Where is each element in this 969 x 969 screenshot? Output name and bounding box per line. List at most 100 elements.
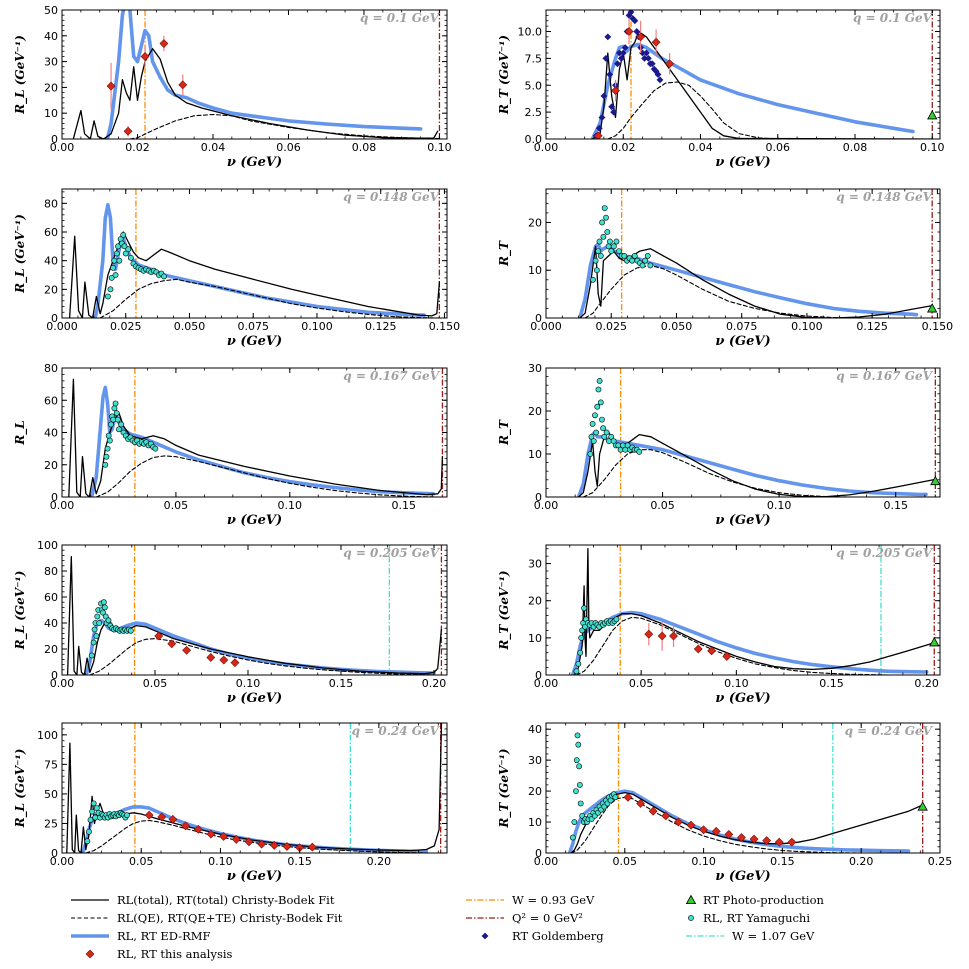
this-analysis-point bbox=[168, 814, 178, 824]
yamaguchi-point bbox=[92, 814, 99, 821]
this-analysis-point bbox=[736, 833, 746, 842]
yamaguchi-point bbox=[596, 238, 603, 245]
total-series-line bbox=[577, 431, 936, 497]
yamaguchi-point bbox=[581, 605, 587, 612]
x-tick-label: 0.000 bbox=[46, 320, 78, 333]
y-tick-label: 20 bbox=[528, 595, 542, 608]
this-analysis-point bbox=[669, 631, 678, 641]
yamaguchi-point bbox=[87, 817, 94, 823]
this-analysis-point bbox=[636, 32, 646, 42]
y-tick-label: 0 bbox=[51, 491, 58, 504]
x-tick-label: 0.06 bbox=[766, 141, 791, 154]
yamaguchi-point bbox=[101, 604, 108, 611]
this-analysis-point bbox=[106, 81, 116, 91]
yamaguchi-point bbox=[603, 429, 610, 436]
y-tick-label: 7.5 bbox=[525, 52, 543, 65]
yamaguchi-point bbox=[613, 616, 620, 623]
panel-1-rt: 0.00 0.02 0.04 0.06 0.08 0.10 0.0 2.5 5.0 7.5 10.0… bbox=[497, 9, 945, 170]
y-tick-label: 40 bbox=[44, 617, 58, 630]
x-axis-label: ν (GeV) bbox=[715, 513, 770, 528]
this-analysis-point bbox=[673, 817, 683, 827]
goldemberg-point bbox=[643, 49, 650, 57]
plot-area bbox=[567, 723, 928, 853]
y-tick-label: 60 bbox=[44, 394, 58, 407]
total-series-line bbox=[68, 231, 441, 318]
x-tick-label: 0.10 bbox=[236, 677, 261, 690]
x-tick-label: 0.000 bbox=[530, 320, 562, 333]
x-tick-label: 0.15 bbox=[883, 499, 908, 512]
x-tick-label: 0.15 bbox=[329, 677, 354, 690]
total-series-line bbox=[573, 548, 935, 675]
panel-3-rt: 0.000 0.025 0.050 0.075 0.100 0.125 0.150 0 10 20… bbox=[497, 188, 954, 349]
yamaguchi-point bbox=[103, 453, 110, 460]
y-tick-label: 80 bbox=[44, 362, 58, 375]
yamaguchi-point bbox=[597, 252, 604, 259]
panel-7-rt: 0.00 0.05 0.10 0.15 0.20 0 10 20 30 q = 0.205 GeV… bbox=[497, 544, 941, 706]
this-analysis-point bbox=[282, 842, 292, 851]
legend: RL(total), RT(total) Christy-Bodek Fit RL… bbox=[71, 893, 824, 961]
yamaguchi-point bbox=[599, 416, 605, 423]
this-analysis-point bbox=[693, 644, 703, 654]
yamaguchi-point bbox=[86, 828, 92, 835]
this-analysis-point bbox=[749, 834, 759, 844]
x-tick-label: 0.00 bbox=[534, 677, 559, 690]
y-tick-label: 10 bbox=[528, 632, 542, 645]
x-tick-label: 0.050 bbox=[174, 320, 206, 333]
qe-series-line bbox=[99, 278, 440, 318]
photo-production-point bbox=[927, 110, 938, 120]
edrmf-series-line bbox=[590, 42, 915, 139]
legend-item-qe: RL(QE), RT(QE+TE) Christy-Bodek Fit bbox=[71, 911, 343, 925]
plot-area bbox=[66, 545, 443, 675]
y-tick-label: 2.5 bbox=[525, 106, 543, 119]
q-label: q = 0.1 GeV bbox=[853, 11, 934, 25]
x-tick-label: 0.20 bbox=[914, 677, 939, 690]
x-tick-label: 0.100 bbox=[791, 320, 823, 333]
this-analysis-point bbox=[651, 37, 661, 47]
y-tick-label: 30 bbox=[528, 558, 542, 571]
legend-label: RL(total), RT(total) Christy-Bodek Fit bbox=[117, 893, 335, 907]
x-axis-label: ν (GeV) bbox=[715, 155, 770, 170]
axes-frame bbox=[61, 367, 448, 498]
yamaguchi-point bbox=[574, 732, 581, 739]
yamaguchi-point bbox=[124, 812, 130, 819]
x-tick-label: 0.15 bbox=[819, 677, 844, 690]
yamaguchi-point bbox=[597, 399, 604, 406]
yamaguchi-point bbox=[621, 252, 628, 259]
y-tick-label: 0 bbox=[51, 847, 58, 860]
x-tick-label: 0.15 bbox=[287, 855, 312, 868]
legend-item-w093: W = 0.93 GeV bbox=[466, 893, 595, 907]
yamaguchi-point bbox=[590, 438, 597, 444]
yamaguchi-point bbox=[112, 272, 119, 278]
yamaguchi-point bbox=[108, 421, 114, 428]
y-tick-label: 25 bbox=[44, 817, 58, 830]
x-tick-label: 0.00 bbox=[534, 855, 559, 868]
goldemberg-point bbox=[595, 124, 603, 132]
legend-handle bbox=[85, 949, 95, 959]
yamaguchi-point bbox=[603, 214, 609, 221]
panel-6-rl: 0.00 0.05 0.10 0.15 0.20 0 20 40 60 80 100 q = 0.20… bbox=[13, 539, 448, 706]
yamaguchi-point bbox=[599, 219, 605, 226]
qe-series-line bbox=[570, 796, 862, 853]
edrmf-series-line bbox=[567, 789, 911, 853]
yamaguchi-point bbox=[592, 257, 599, 264]
edrmf-series-line bbox=[570, 610, 929, 675]
yamaguchi-point bbox=[104, 445, 111, 452]
yamaguchi-point bbox=[90, 639, 97, 646]
yamaguchi-point bbox=[93, 633, 100, 639]
this-analysis-point bbox=[623, 792, 633, 802]
plot-area bbox=[68, 189, 441, 318]
x-axis-label: ν (GeV) bbox=[715, 691, 770, 706]
yamaguchi-point bbox=[593, 429, 600, 436]
yamaguchi-point bbox=[116, 257, 123, 264]
yamaguchi-point bbox=[573, 788, 579, 794]
x-axis-label: ν (GeV) bbox=[227, 513, 282, 528]
goldemberg-point bbox=[627, 10, 635, 16]
y-tick-label: 20 bbox=[528, 785, 542, 798]
this-analysis-point bbox=[257, 839, 267, 849]
yamaguchi-point bbox=[589, 420, 596, 427]
qe-series-line bbox=[575, 616, 890, 675]
x-tick-label: 0.150 bbox=[922, 320, 954, 333]
this-analysis-point bbox=[624, 27, 634, 36]
this-analysis-point bbox=[269, 840, 279, 850]
